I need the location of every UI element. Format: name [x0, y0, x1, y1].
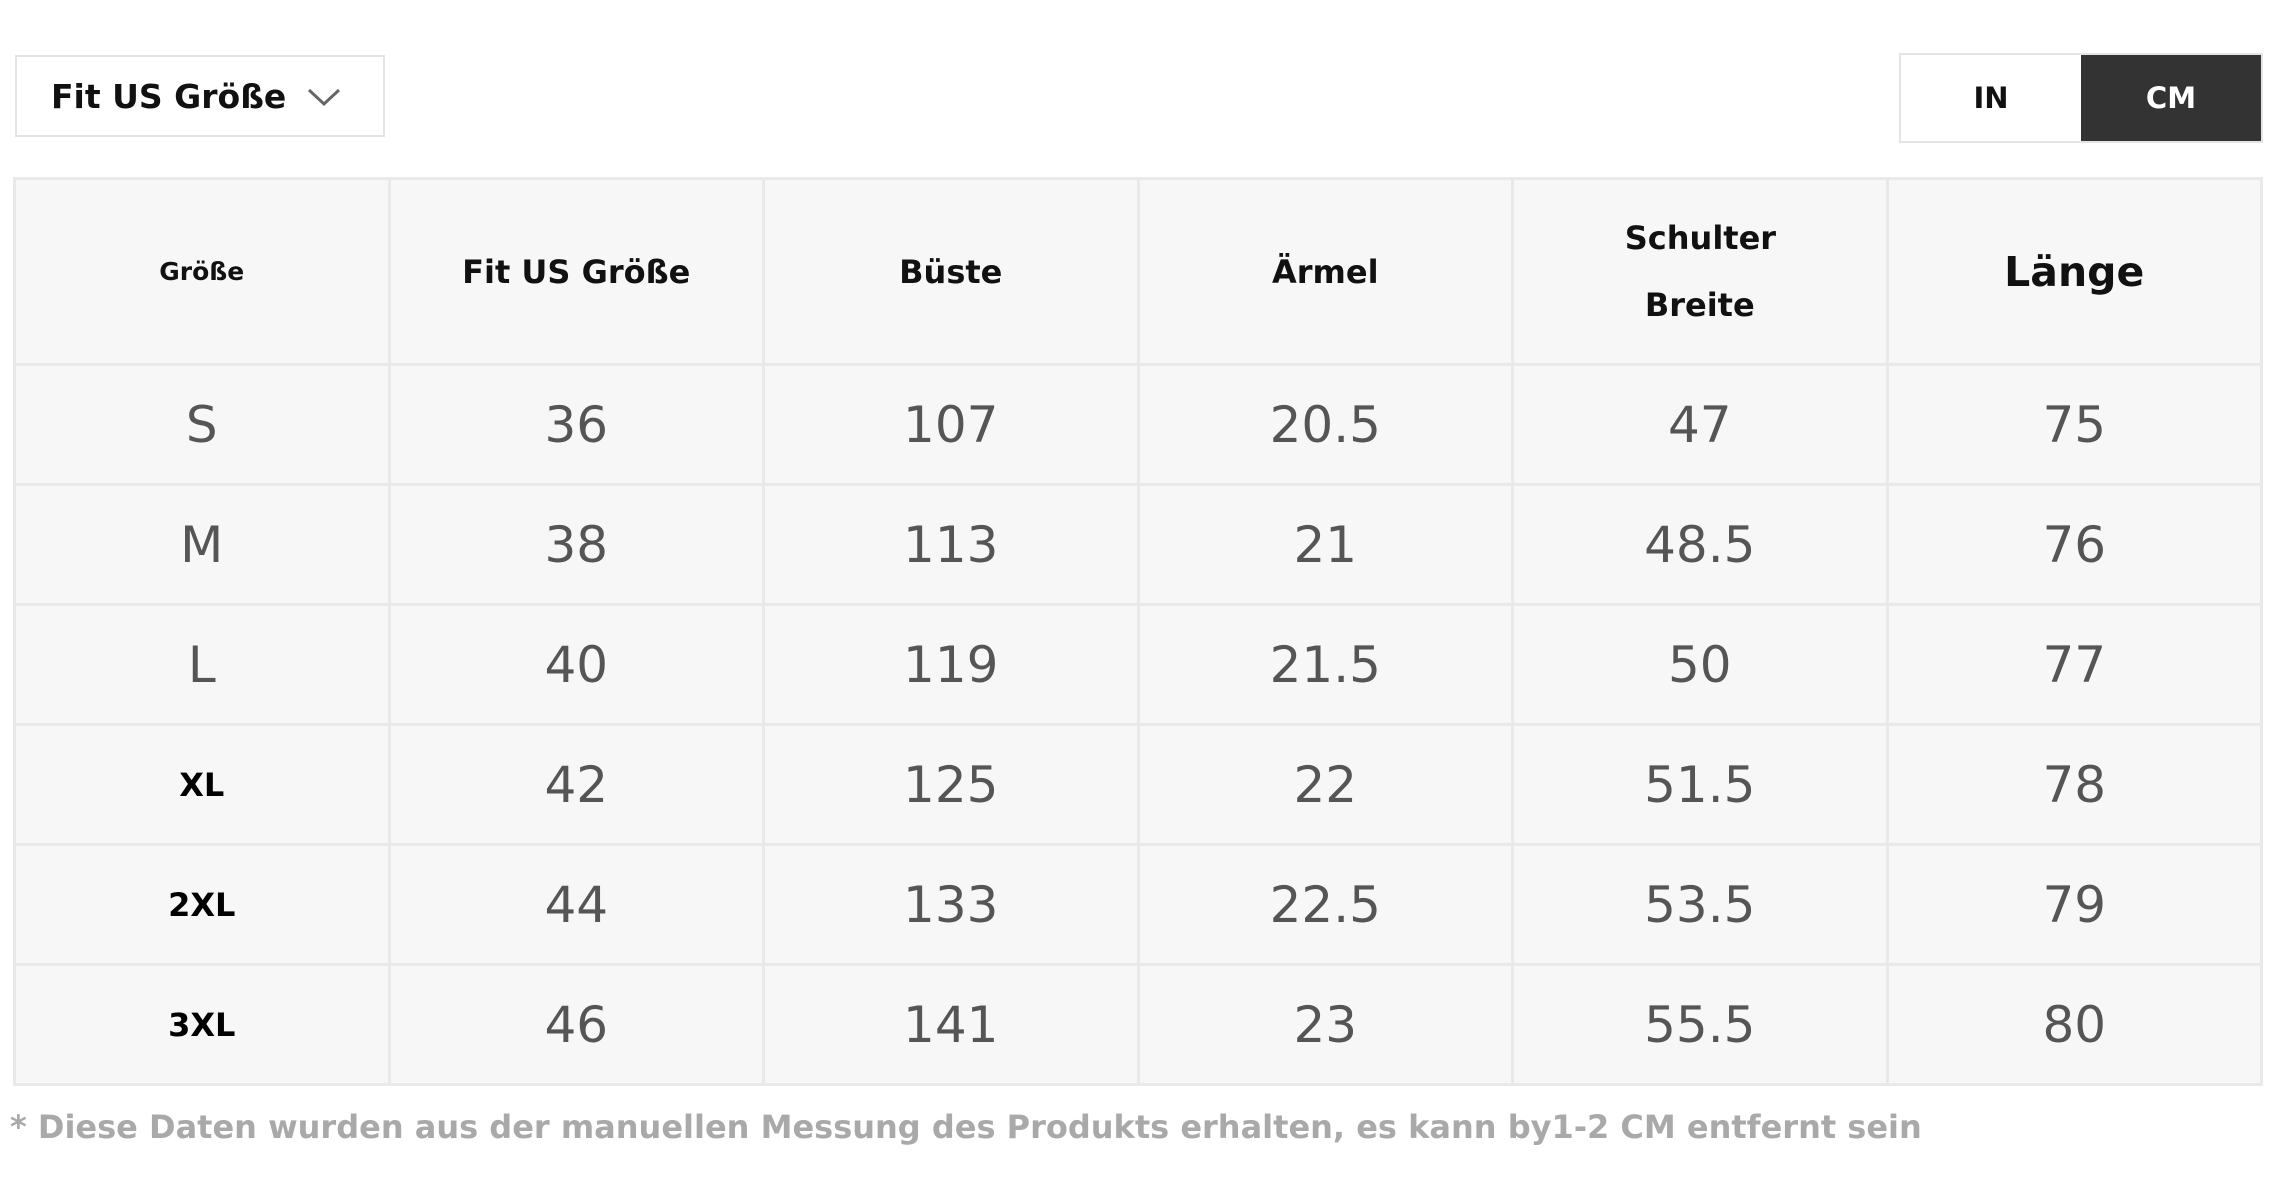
cell: 125 — [762, 723, 1140, 846]
size-label: M — [13, 483, 391, 606]
size-dropdown[interactable]: Fit US Größe — [15, 55, 385, 137]
cell: 53.5 — [1511, 843, 1889, 966]
unit-option[interactable]: IN — [1901, 55, 2081, 141]
table-row: 3XL 46 141 23 55.5 80 — [13, 963, 2263, 1086]
table-row: S 36 107 20.5 47 75 — [13, 363, 2263, 486]
cell: 141 — [762, 963, 1140, 1086]
table-row: M 38 113 21 48.5 76 — [13, 483, 2263, 606]
table-row: L 40 119 21.5 50 77 — [13, 603, 2263, 726]
cell: 47 — [1511, 363, 1889, 486]
cell: 77 — [1885, 603, 2263, 726]
header-text: Länge — [2004, 247, 2145, 296]
column-header: Ärmel — [1136, 177, 1514, 366]
size-label: 3XL — [13, 963, 391, 1086]
cell: 21.5 — [1136, 603, 1514, 726]
cell: 38 — [387, 483, 765, 606]
cell: 133 — [762, 843, 1140, 966]
size-table: Größe Fit US Größe Büste Ärmel Schulter Brei… — [13, 177, 2263, 1086]
column-header: Länge — [1885, 177, 2263, 366]
cell: 22.5 — [1136, 843, 1514, 966]
header-text: Fit US Größe — [462, 252, 691, 291]
column-header: Schulter Breite — [1511, 177, 1889, 366]
table-row: 2XL 44 133 22.5 53.5 79 — [13, 843, 2263, 966]
unit-option[interactable]: CM — [2081, 55, 2261, 141]
cell: 51.5 — [1511, 723, 1889, 846]
cell: 44 — [387, 843, 765, 966]
size-label: S — [13, 363, 391, 486]
size-label: XL — [13, 723, 391, 846]
unit-toggle: IN CM — [1899, 53, 2263, 143]
cell: 21 — [1136, 483, 1514, 606]
cell: 22 — [1136, 723, 1514, 846]
dropdown-label: Fit US Größe — [51, 76, 287, 116]
chevron-icon — [307, 88, 341, 107]
cell: 36 — [387, 363, 765, 486]
cell: 20.5 — [1136, 363, 1514, 486]
column-header: Größe — [13, 177, 391, 366]
column-header: Büste — [762, 177, 1140, 366]
header-text: Schulter Breite — [1624, 218, 1777, 324]
header-row: Größe Fit US Größe Büste Ärmel Schulter Brei… — [13, 177, 2263, 366]
cell: 113 — [762, 483, 1140, 606]
cell: 80 — [1885, 963, 2263, 1086]
header-text: Büste — [899, 252, 1003, 291]
table-row: XL 42 125 22 51.5 78 — [13, 723, 2263, 846]
table-body: S 36 107 20.5 47 75 M 38 113 21 48.5 76 L 40 119 21.5 50… — [13, 363, 2263, 1086]
header-text: Ärmel — [1271, 252, 1379, 291]
cell: 119 — [762, 603, 1140, 726]
cell: 107 — [762, 363, 1140, 486]
cell: 40 — [387, 603, 765, 726]
cell: 50 — [1511, 603, 1889, 726]
size-label: L — [13, 603, 391, 726]
cell: 75 — [1885, 363, 2263, 486]
cell: 23 — [1136, 963, 1514, 1086]
cell: 55.5 — [1511, 963, 1889, 1086]
cell: 42 — [387, 723, 765, 846]
cell: 78 — [1885, 723, 2263, 846]
header-text: Größe — [159, 257, 245, 286]
cell: 79 — [1885, 843, 2263, 966]
cell: 76 — [1885, 483, 2263, 606]
footnote: * Diese Daten wurden aus der manuellen M… — [10, 1108, 1922, 1146]
cell: 46 — [387, 963, 765, 1086]
column-header: Fit US Größe — [387, 177, 765, 366]
cell: 48.5 — [1511, 483, 1889, 606]
size-label: 2XL — [13, 843, 391, 966]
